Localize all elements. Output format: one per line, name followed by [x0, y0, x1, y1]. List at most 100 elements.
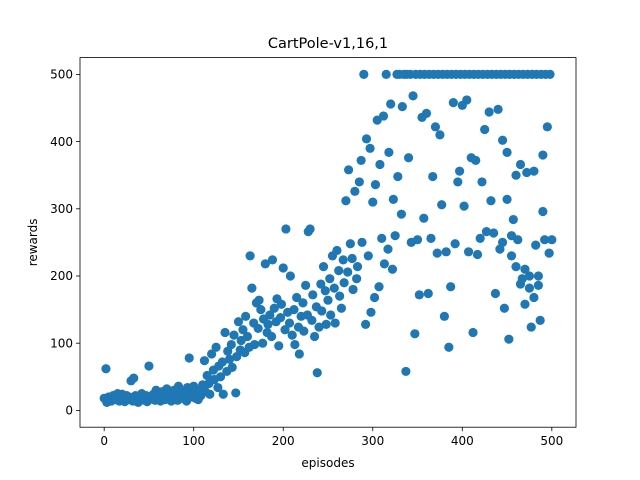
data-point	[428, 171, 438, 182]
data-point	[459, 201, 469, 211]
data-point	[348, 284, 358, 295]
data-point	[508, 214, 518, 225]
data-point	[329, 283, 339, 293]
data-point	[220, 327, 230, 338]
data-point	[387, 264, 398, 274]
data-point	[356, 155, 366, 166]
data-point	[223, 346, 233, 356]
x-tick-label: 300	[361, 434, 384, 448]
data-point	[289, 305, 299, 315]
data-point	[412, 235, 423, 245]
data-point	[317, 306, 327, 316]
data-point	[341, 196, 351, 206]
data-point	[511, 261, 521, 272]
data-point	[321, 319, 331, 329]
data-point	[366, 307, 376, 317]
data-point	[233, 317, 244, 327]
data-point	[275, 313, 286, 323]
data-point	[486, 196, 496, 206]
data-point	[334, 266, 344, 276]
data-point	[211, 342, 221, 352]
y-tick-label: 100	[50, 336, 73, 350]
data-point	[520, 264, 530, 274]
data-point	[499, 303, 509, 313]
x-tick-label: 500	[540, 434, 563, 448]
data-point	[538, 150, 548, 160]
data-point	[502, 147, 512, 157]
data-point	[357, 237, 367, 247]
x-tick-label: 100	[182, 434, 205, 448]
data-point	[359, 69, 369, 79]
data-point	[213, 382, 223, 393]
data-point	[531, 240, 541, 250]
data-point	[281, 224, 291, 234]
data-point	[301, 280, 311, 291]
data-point	[278, 263, 288, 273]
data-point	[256, 305, 266, 315]
data-point	[401, 366, 411, 377]
data-point	[448, 98, 458, 108]
data-point	[475, 233, 485, 243]
data-point	[544, 248, 554, 258]
data-point	[101, 364, 111, 374]
data-point	[144, 361, 154, 371]
y-tick-label: 500	[50, 68, 73, 82]
data-point	[280, 325, 290, 335]
data-point	[403, 153, 414, 163]
data-point	[379, 259, 389, 269]
data-point	[477, 177, 487, 187]
data-point	[312, 368, 322, 378]
data-point	[538, 206, 548, 217]
data-point	[369, 292, 380, 303]
data-point	[370, 180, 381, 190]
data-point	[384, 147, 394, 157]
data-point	[245, 251, 255, 261]
data-point	[386, 99, 396, 109]
data-point	[481, 227, 492, 237]
data-point	[462, 95, 472, 105]
data-point	[421, 108, 432, 118]
data-point	[410, 329, 420, 339]
data-point	[396, 209, 407, 219]
x-tick-label: 200	[272, 434, 295, 448]
data-point	[129, 373, 139, 383]
data-point	[320, 286, 330, 296]
data-point	[381, 69, 391, 79]
data-point	[506, 231, 517, 241]
data-point	[520, 299, 530, 309]
data-point	[217, 357, 227, 367]
data-point	[267, 331, 277, 342]
data-point	[326, 310, 336, 320]
data-point	[450, 239, 460, 249]
data-point	[229, 330, 239, 340]
data-point	[332, 245, 342, 256]
data-point	[423, 288, 433, 299]
data-point	[515, 279, 526, 289]
data-point	[339, 278, 349, 288]
y-tick-label: 200	[50, 269, 73, 283]
data-point	[350, 186, 360, 196]
data-point	[426, 233, 436, 243]
data-point	[439, 311, 449, 321]
data-point	[254, 295, 264, 305]
y-tick-label: 300	[50, 202, 73, 216]
data-point	[524, 283, 535, 293]
data-point	[307, 315, 317, 325]
y-ticks: 0 100 200 300 400 500	[50, 68, 80, 418]
data-point	[184, 353, 194, 363]
data-point	[390, 231, 400, 241]
data-point	[435, 130, 445, 140]
data-point	[414, 290, 424, 300]
data-point	[247, 283, 257, 293]
data-point	[343, 165, 354, 175]
data-point	[298, 298, 308, 308]
data-point	[397, 102, 407, 112]
x-axis-label: episodes	[301, 456, 354, 470]
data-point	[393, 171, 403, 182]
x-tick-label: 0	[100, 434, 108, 448]
data-point	[285, 271, 295, 281]
data-point	[489, 228, 499, 238]
data-point	[199, 356, 210, 366]
